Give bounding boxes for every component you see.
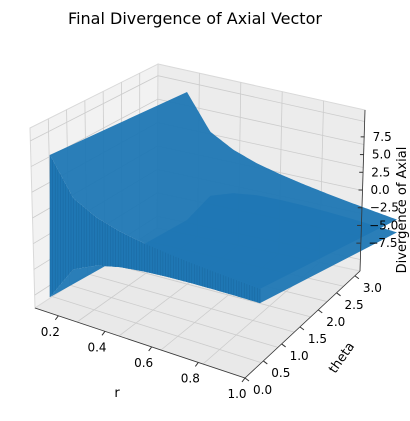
x-axis-line <box>34 307 246 379</box>
z-tick-label: 7.5 <box>373 130 392 144</box>
grid-line <box>104 261 311 318</box>
y-tick-label: 1.5 <box>308 332 327 346</box>
x-tick-label: 0.4 <box>87 340 106 354</box>
x-tick <box>54 315 59 321</box>
z-axis-label: Divergence of Axial <box>395 147 410 274</box>
x-tick-label: 1.0 <box>227 387 246 401</box>
chart-title: Final Divergence of Axial Vector <box>68 9 322 28</box>
y-tick-label: 0.0 <box>253 383 272 397</box>
z-tick-label: 5.0 <box>372 148 391 162</box>
y-tick-label: 1.0 <box>290 349 309 363</box>
grid-line <box>30 75 365 142</box>
z-tick-label: 0.0 <box>371 183 390 197</box>
x-tick-label: 0.8 <box>181 371 200 385</box>
y-tick <box>317 309 323 314</box>
x-tick <box>194 362 199 367</box>
y-axis-label: theta <box>326 340 358 377</box>
surface <box>49 92 397 304</box>
z-tick-label: −2.5 <box>370 201 399 215</box>
y-tick <box>336 292 341 297</box>
y-tick <box>281 343 286 348</box>
grid-line <box>87 273 295 333</box>
x-tick <box>101 331 106 336</box>
z-ticks: 7.5 5.0 2.5 0.0 −2.5 −5.0 −7.5 <box>356 130 399 250</box>
y-ticks: 0.0 0.51.0 1.5 2.02.5 3.0 <box>244 275 382 397</box>
y-axis-line <box>244 270 361 379</box>
y-tick <box>263 360 268 365</box>
y-tick-label: 2.0 <box>326 315 345 329</box>
x-tick <box>148 346 153 352</box>
x-tick-label: 0.6 <box>134 356 153 370</box>
y-tick-label: 3.0 <box>363 281 382 295</box>
grid-line <box>69 284 278 348</box>
x-tick <box>241 377 246 383</box>
z-tick-label: −7.5 <box>368 236 397 250</box>
x-ticks: 0.2 0.4 0.6 0.8 1.0 <box>41 315 247 401</box>
y-tick <box>354 275 360 280</box>
surface-lower <box>50 193 397 304</box>
z-tick-label: 2.5 <box>371 165 390 179</box>
y-tick-label: 2.5 <box>345 298 364 312</box>
y-tick <box>244 377 250 382</box>
grid-line <box>52 296 262 364</box>
x-axis-label: r <box>114 386 120 401</box>
x-tick-label: 0.2 <box>41 325 60 339</box>
grid-line <box>30 98 365 167</box>
z-tick-label: −5.0 <box>369 218 398 232</box>
y-tick <box>299 326 305 331</box>
y-tick-label: 0.5 <box>271 366 290 380</box>
